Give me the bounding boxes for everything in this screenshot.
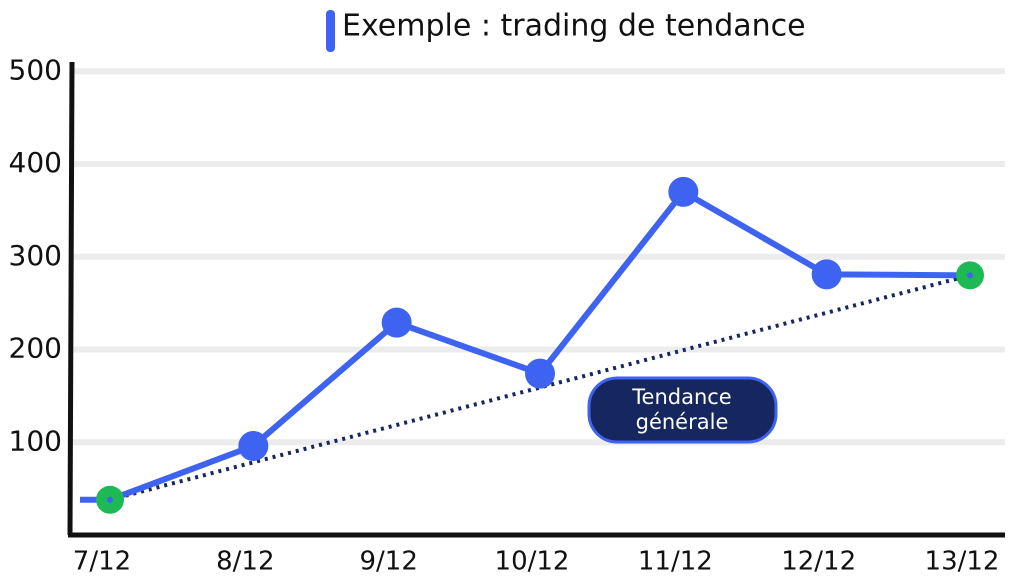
x-tick-label: 9/12 (359, 547, 417, 577)
endpoint-dot (967, 272, 973, 279)
legend-label: Exemple : trading de tendance (342, 9, 806, 44)
x-tick-label: 10/12 (495, 547, 570, 577)
y-axis (67, 61, 75, 536)
annotation-line: Tendance (631, 385, 731, 409)
y-tick-label: 100 (9, 424, 62, 457)
y-tick-label: 300 (9, 239, 62, 272)
x-tick-label: 11/12 (638, 547, 713, 577)
data-point (238, 430, 269, 461)
annotation-box (587, 376, 778, 444)
x-tick-label: 13/12 (925, 547, 1000, 577)
y-tick-label: 500 (9, 53, 62, 86)
annotation-line: générale (636, 410, 729, 434)
data-point (668, 176, 699, 207)
data-point (381, 307, 412, 338)
data-point (525, 358, 555, 389)
data-point (811, 259, 842, 290)
annotation-label: Tendance générale (631, 385, 731, 434)
legend-marker (326, 10, 335, 52)
x-tick-label: 7/12 (73, 547, 131, 577)
endpoint-dot (107, 496, 113, 503)
x-tick-label: 8/12 (216, 547, 274, 577)
y-tick-label: 200 (9, 332, 62, 365)
x-tick-label: 12/12 (781, 547, 856, 577)
y-tick-label: 400 (9, 146, 62, 179)
